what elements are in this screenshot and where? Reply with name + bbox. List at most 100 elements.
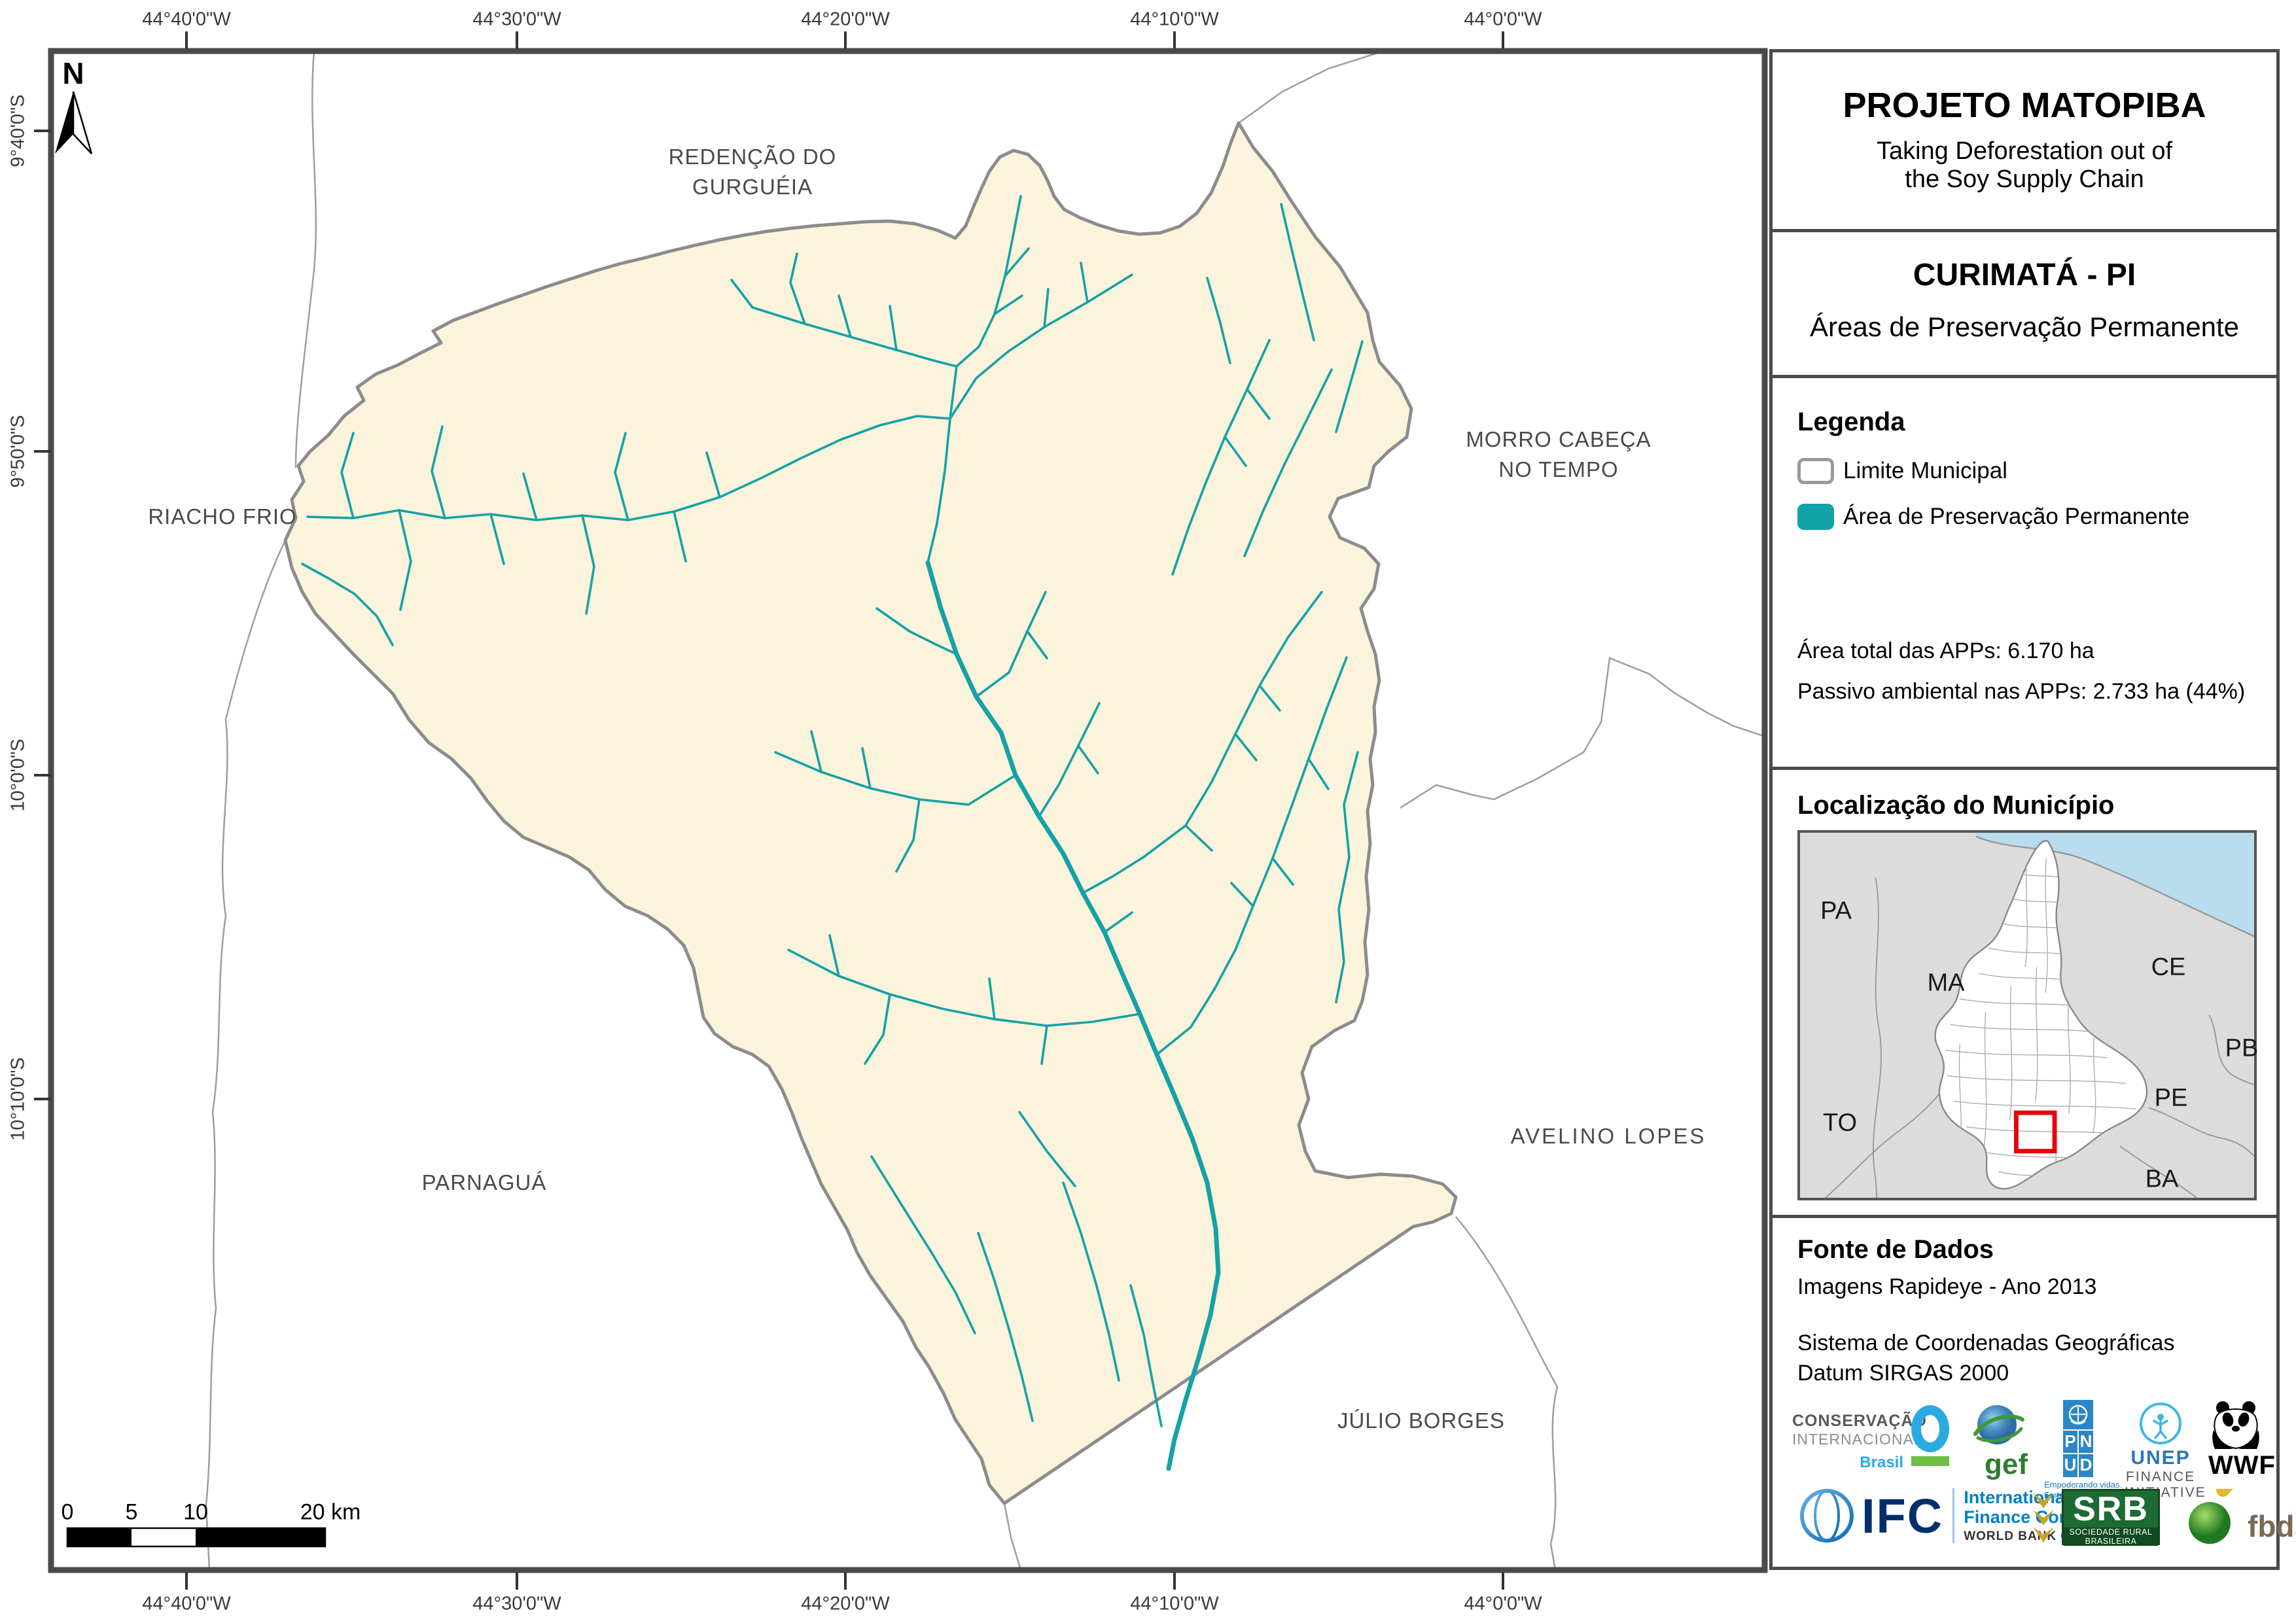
- ci-logo-brasil: Brasil: [1860, 1454, 1903, 1471]
- unep-emblem-icon: [2140, 1403, 2181, 1444]
- ci-logo: CONSERVAÇÃO INTERNACIONAL Brasil: [1792, 1412, 1927, 1472]
- fbds-sphere-icon: [2189, 1489, 2246, 1544]
- logo-row-1: CONSERVAÇÃO INTERNACIONAL Brasil gef: [1792, 1400, 2276, 1500]
- svg-text:D: D: [2080, 1455, 2093, 1475]
- source-line-imagens: Imagens Rapideye - Ano 2013: [1797, 1274, 2097, 1299]
- srb-wheat-icon: [2033, 1493, 2054, 1543]
- ci-logo-line2: INTERNACIONAL: [1792, 1431, 1923, 1448]
- place-label-julio-borges: JÚLIO BORGES: [1337, 1408, 1505, 1433]
- panel-section-legend: Legenda Limite Municipal Área de Preserv…: [1769, 375, 2280, 770]
- srb-sub-text: SOCIEDADE RURAL BRASILEIRA: [2064, 1527, 2158, 1546]
- place-label-parnagua: PARNAGUÁ: [421, 1170, 547, 1195]
- inset-state-to: TO: [1822, 1109, 1858, 1137]
- svg-text:N: N: [2080, 1431, 2093, 1451]
- place-label-avelino-lopes: AVELINO LOPES: [1510, 1124, 1706, 1148]
- axis-label-top-0: 44°40'0"W: [142, 9, 231, 30]
- north-arrow-icon: [55, 91, 93, 154]
- unep-text-1: UNEP: [2130, 1447, 2191, 1469]
- neighbor-boundaries: [205, 50, 1764, 1571]
- inset-state-pb: PB: [2225, 1034, 2259, 1062]
- place-label-morro-line1: MORRO CABEÇA: [1466, 427, 1651, 451]
- stats-total-apps: Área total das APPs: 6.170 ha: [1797, 638, 2094, 663]
- locator-inset-svg: [1800, 833, 2254, 1198]
- unep-text-2: FINANCE: [2125, 1469, 2196, 1484]
- legend-item-app: Área de Preservação Permanente: [1797, 504, 2189, 530]
- inset-piaui-shape: [1934, 840, 2147, 1190]
- srb-short-text: SRB: [2073, 1490, 2149, 1528]
- axis-label-bottom-2: 44°20'0"W: [801, 1593, 890, 1614]
- axis-label-top-3: 44°10'0"W: [1130, 9, 1219, 30]
- project-title: PROJETO MATOPIBA: [1843, 86, 2206, 125]
- place-label-redencao-line1: REDENÇÃO DO: [668, 145, 837, 169]
- ifc-globe-icon: [1800, 1489, 1854, 1543]
- svg-text:P: P: [2064, 1431, 2075, 1451]
- pnud-logo: P N U D: [2059, 1400, 2097, 1477]
- legend-swatch-app: [1797, 504, 1834, 530]
- axis-label-left-2: 10°0'0"S: [7, 739, 29, 812]
- curimata-municipality-polygon: [283, 121, 1458, 1505]
- graticule-ticks: [34, 31, 1504, 1590]
- inset-state-ma: MA: [1927, 969, 1965, 997]
- place-label-morro-line2: NO TEMPO: [1498, 457, 1619, 481]
- axis-label-top-2: 44°20'0"W: [801, 9, 890, 30]
- gef-logo: gef: [1968, 1400, 2028, 1481]
- inset-ocean: [1975, 833, 2254, 937]
- inset-state-ba: BA: [2145, 1165, 2179, 1193]
- legend-swatch-limite-municipal: [1797, 458, 1834, 484]
- locator-inset-map: PA MA TO CE PB PE BA: [1797, 830, 2259, 1200]
- scale-label-20km: 20 km: [300, 1499, 361, 1525]
- locator-highlight-rect: [2013, 1110, 2057, 1154]
- scale-label-0: 0: [61, 1499, 74, 1525]
- legend-item-limite: Limite Municipal: [1797, 458, 2007, 484]
- panel-section-municipality: CURIMATÁ - PI Áreas de Preservação Perma…: [1769, 229, 2280, 378]
- panel-section-source: Fonte de Dados Imagens Rapideye - Ano 20…: [1769, 1215, 2296, 1570]
- axis-label-bottom-3: 44°10'0"W: [1130, 1593, 1219, 1614]
- ci-ring-icon: [1911, 1405, 1949, 1466]
- legend-label-app: Área de Preservação Permanente: [1843, 504, 2190, 529]
- ci-logo-line1: CONSERVAÇÃO: [1792, 1412, 1927, 1430]
- stats-passivo-apps: Passivo ambiental nas APPs: 2.733 ha (44…: [1797, 679, 2246, 704]
- wwf-logo: WWF: [2208, 1400, 2276, 1480]
- gef-globe-icon: [1973, 1405, 2024, 1444]
- fbds-text: fbds: [2248, 1509, 2296, 1543]
- scale-label-10: 10: [183, 1499, 208, 1525]
- wwf-panda-icon: [2212, 1401, 2259, 1450]
- svg-text:U: U: [2064, 1455, 2077, 1475]
- pnud-tagline-1: Empoderando vidas.: [2044, 1480, 2123, 1490]
- inset-state-ce: CE: [2151, 953, 2186, 981]
- logo-row-2: IFC International Finance Corporation WO…: [1799, 1485, 2296, 1557]
- panel-section-locator: Localização do Município: [1769, 767, 2280, 1218]
- source-title: Fonte de Dados: [1797, 1235, 1994, 1264]
- legend-title: Legenda: [1797, 408, 1905, 436]
- map-theme-title: Áreas de Preservação Permanente: [1809, 311, 2240, 342]
- source-line-datum: Datum SIRGAS 2000: [1797, 1361, 2009, 1386]
- ifc-line1: International: [1964, 1488, 2070, 1507]
- north-label: N: [62, 56, 84, 90]
- scale-label-5: 5: [125, 1499, 138, 1525]
- fbds-logo: fbds: [2186, 1489, 2296, 1545]
- wwf-text: WWF: [2208, 1451, 2276, 1480]
- unep-logo: UNEP FINANCE INITIATIVE: [2125, 1400, 2205, 1501]
- source-line-sistema: Sistema de Coordenadas Geográficas: [1797, 1331, 2175, 1355]
- scale-bar: [66, 1527, 327, 1548]
- ifc-short-text: IFC: [1862, 1488, 1944, 1543]
- project-subtitle-line1: Taking Deforestation out of: [1876, 137, 2173, 165]
- axis-label-bottom-4: 44°0'0"W: [1464, 1593, 1542, 1614]
- axis-label-bottom-1: 44°30'0"W: [472, 1593, 561, 1614]
- axis-label-left-1: 9°50'0"S: [7, 415, 29, 488]
- project-subtitle-line2: the Soy Supply Chain: [1905, 166, 2144, 193]
- pnud-emblem-icon: P N U D: [2063, 1400, 2093, 1477]
- axis-label-top-1: 44°30'0"W: [472, 9, 561, 30]
- axis-label-left-0: 9°40'0"S: [7, 94, 29, 167]
- inset-state-pe: PE: [2154, 1084, 2188, 1112]
- municipality-title: CURIMATÁ - PI: [1913, 258, 2136, 292]
- map-frame: [48, 48, 1768, 1573]
- locator-title: Localização do Município: [1797, 791, 2115, 820]
- axis-label-left-3: 10°10'0"S: [7, 1057, 29, 1141]
- place-label-redencao-line2: GURGUÉIA: [692, 175, 813, 199]
- srb-logo: SRB SOCIEDADE RURAL BRASILEIRA: [2029, 1489, 2160, 1546]
- inset-state-borders: [1825, 877, 2254, 1198]
- app-stream-network: [301, 195, 1364, 1471]
